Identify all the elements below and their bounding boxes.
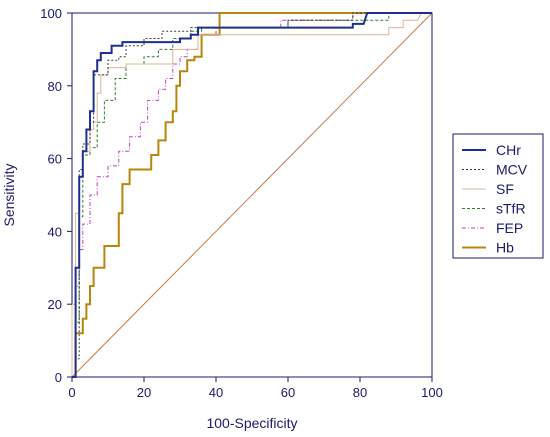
legend-label-stfr: sTfR <box>496 201 526 217</box>
x-axis-title: 100-Specificity <box>206 415 297 431</box>
y-tick-label: 100 <box>40 6 62 21</box>
y-tick-label: 40 <box>48 224 62 239</box>
legend-items: CHr MCV SF sTfR FEP Hb <box>462 142 528 256</box>
legend-label-fep: FEP <box>496 220 523 236</box>
y-axis-title: Sensitivity <box>1 163 17 226</box>
reference-diagonal <box>71 12 433 378</box>
y-tick-label: 20 <box>48 297 62 312</box>
series-layer <box>71 12 432 378</box>
y-tick-label: 60 <box>48 152 62 167</box>
y-axis: 0 20 40 60 80 100 <box>40 6 72 385</box>
x-tick-label: 80 <box>353 385 367 400</box>
x-tick-label: 0 <box>68 385 75 400</box>
series-line-chr <box>72 12 432 378</box>
legend-box <box>452 133 544 259</box>
x-axis: 0 20 40 60 80 100 <box>68 377 443 400</box>
x-tick-label: 60 <box>281 385 295 400</box>
x-tick-label: 100 <box>421 385 443 400</box>
legend-label-chr: CHr <box>496 142 521 158</box>
series-line-stfr <box>72 12 432 378</box>
y-tick-label: 80 <box>48 79 62 94</box>
legend-label-mcv: MCV <box>496 162 528 178</box>
plot-area <box>71 12 433 378</box>
legend-label-sf: SF <box>496 181 514 197</box>
x-tick-label: 20 <box>137 385 151 400</box>
x-tick-label: 40 <box>209 385 223 400</box>
legend: CHr MCV SF sTfR FEP Hb <box>452 133 544 259</box>
series-line-hb <box>72 12 432 378</box>
legend-label-hb: Hb <box>496 240 514 256</box>
y-tick-label: 0 <box>55 370 62 385</box>
